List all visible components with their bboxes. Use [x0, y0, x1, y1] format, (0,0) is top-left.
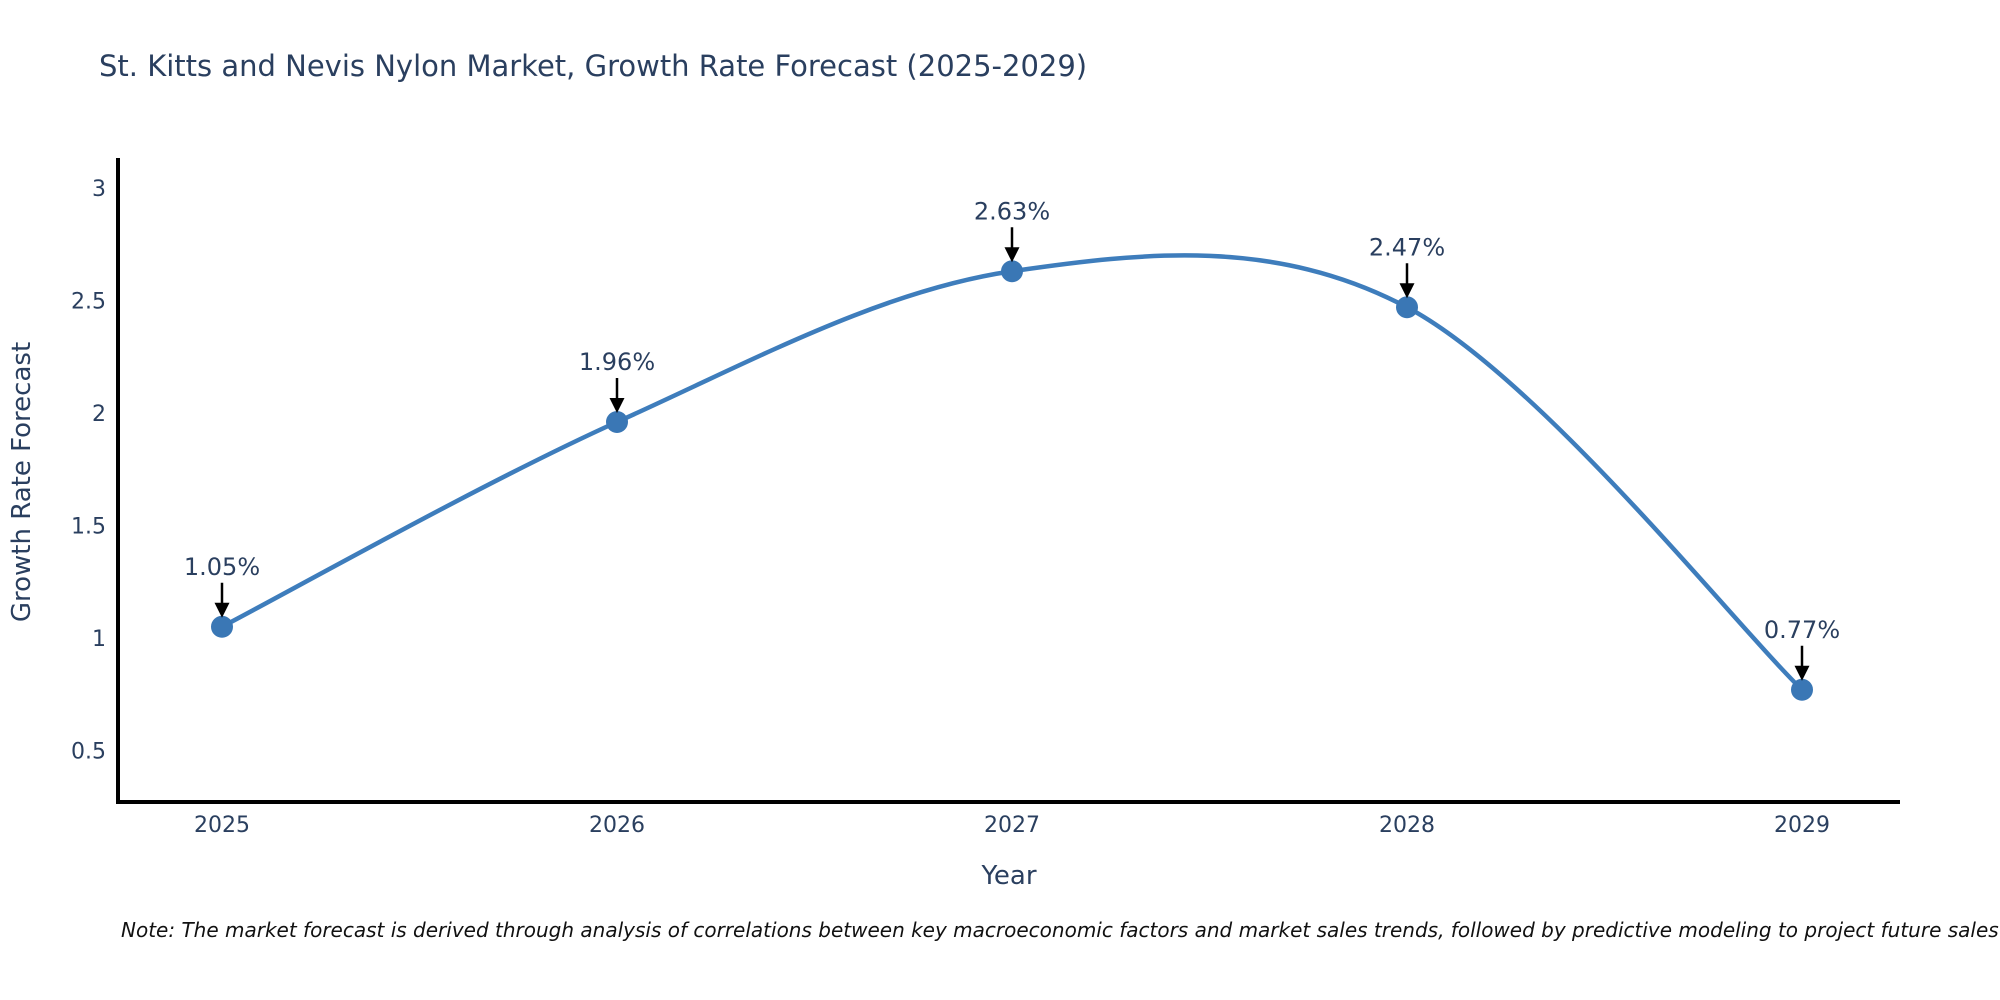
annotation-arrowhead-icon — [1399, 283, 1415, 299]
line-series — [211, 253, 1813, 701]
y-axis-title: Growth Rate Forecast — [7, 342, 37, 622]
x-tick-label: 2027 — [984, 813, 1040, 838]
point-annotation-label: 0.77% — [1764, 616, 1840, 644]
axes — [116, 158, 1900, 804]
point-annotation-label: 2.63% — [974, 197, 1050, 225]
annotation-arrowhead-icon — [214, 602, 230, 618]
y-tick-label: 1.5 — [71, 515, 106, 540]
y-tick-label: 2.5 — [71, 290, 106, 315]
data-point-marker — [1396, 296, 1418, 319]
data-point-marker — [1001, 260, 1023, 283]
y-tick-label: 3 — [92, 177, 106, 202]
x-tick-label: 2025 — [194, 813, 250, 838]
x-tick-label: 2029 — [1774, 813, 1830, 838]
chart-title: St. Kitts and Nevis Nylon Market, Growth… — [99, 49, 1088, 83]
point-annotations: 1.05% 1.96% 2.63% 2.47% 0.77% — [184, 197, 1840, 681]
x-tick-label: 2028 — [1379, 813, 1435, 838]
footnote: Note: The market forecast is derived thr… — [121, 918, 1999, 942]
y-tick-label: 1 — [92, 627, 106, 652]
y-tick-label: 2 — [92, 402, 106, 427]
x-axis-title: Year — [980, 861, 1036, 891]
data-point-marker — [1791, 678, 1813, 701]
y-tick-label: 0.5 — [71, 740, 106, 765]
data-point-marker — [211, 615, 233, 638]
x-axis-tick-labels: 2025 2026 2027 2028 2029 — [194, 813, 1830, 838]
data-point-marker — [606, 411, 628, 433]
point-annotation-label: 1.96% — [579, 348, 655, 376]
x-tick-label: 2026 — [589, 813, 645, 838]
point-annotation: 0.77% — [1764, 616, 1840, 681]
point-annotation: 1.96% — [579, 348, 655, 413]
point-annotation: 2.63% — [974, 197, 1050, 263]
point-annotation: 2.47% — [1369, 233, 1445, 299]
point-annotation: 1.05% — [184, 553, 260, 618]
point-annotation-label: 1.05% — [184, 553, 260, 581]
annotation-arrowhead-icon — [1794, 665, 1810, 681]
point-annotation-label: 2.47% — [1369, 233, 1445, 261]
y-axis-tick-labels: 3 2.5 2 1.5 1 0.5 — [71, 177, 106, 765]
annotation-arrowhead-icon — [1004, 247, 1020, 263]
annotation-arrowhead-icon — [609, 398, 625, 413]
forecast-line — [219, 253, 1805, 692]
